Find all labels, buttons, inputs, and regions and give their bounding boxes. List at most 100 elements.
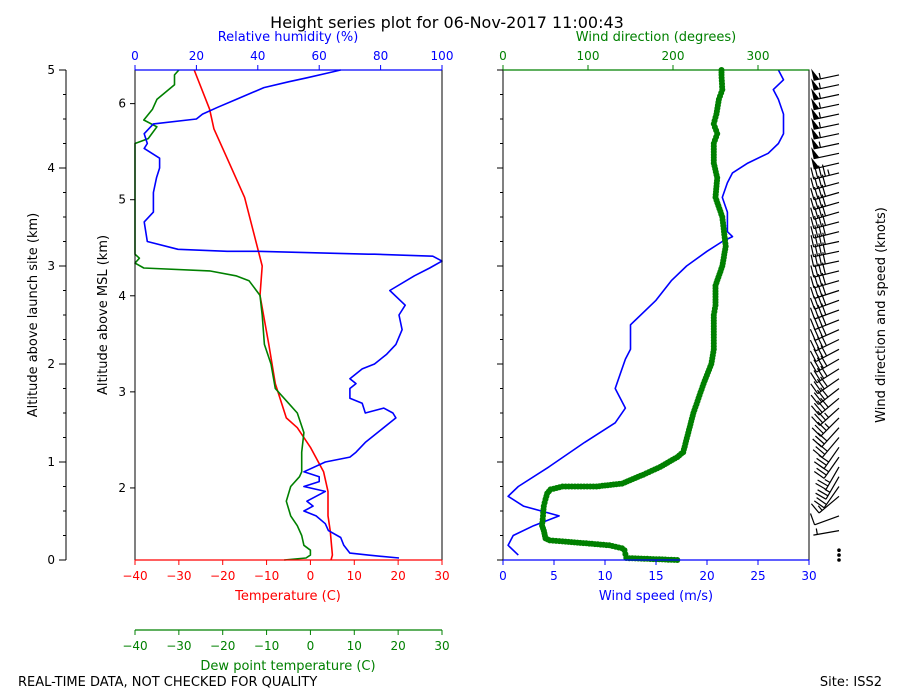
wind-barb-half [824, 478, 831, 484]
wind-barb-full [809, 350, 817, 362]
wind-barb-full [809, 361, 818, 373]
temperature-tick-label: −10 [254, 569, 279, 583]
wind-barb-full [810, 197, 815, 210]
wind-barb-full [816, 378, 825, 390]
wind-barb-flag [811, 137, 820, 149]
wind-barb-flag [811, 88, 820, 100]
wind-barb-staff [814, 329, 840, 341]
wind-barb-half [818, 92, 821, 99]
wind-barb-full [820, 376, 828, 388]
wind-barb-full [813, 348, 821, 360]
wind-barb-half [824, 412, 830, 418]
wind-barb-full [813, 370, 821, 381]
wind-barb [837, 553, 841, 557]
wind-barb-half [818, 72, 821, 80]
wind-direction-series [539, 67, 729, 563]
launch-altitude-tick-label: 4 [47, 161, 55, 175]
wind-barb-full [813, 461, 825, 470]
footer-quality-note: REAL-TIME DATA, NOT CHECKED FOR QUALITY [18, 675, 317, 690]
wind-barb-full [809, 513, 816, 526]
dewpoint-tick-label: −40 [122, 639, 147, 653]
msl-altitude-tick-label: 4 [118, 289, 126, 303]
wind-barb-flag [811, 68, 820, 81]
wind-barb-full [817, 205, 823, 218]
wind-barb-full [816, 367, 825, 379]
wind-barb-calm [837, 553, 841, 557]
humidity-tick-label: 0 [131, 49, 139, 63]
wind-barb-full [813, 392, 823, 403]
wind-barb-full [817, 410, 827, 421]
wind-barb-full [817, 432, 828, 442]
wind-barb-half [818, 112, 821, 119]
dewpoint-tick-label: 20 [391, 639, 406, 653]
wind-barb [810, 272, 840, 289]
wind-barb [811, 147, 840, 160]
wind-barb [810, 283, 840, 300]
humidity-axis-label: Relative humidity (%) [218, 30, 359, 45]
wind-barb-flag [811, 107, 820, 120]
wind-barb-full [814, 215, 819, 228]
humidity-line [143, 69, 443, 559]
wind-barb [812, 427, 840, 448]
launch-altitude-tick-label: 0 [47, 553, 55, 567]
wind-barb [811, 68, 840, 81]
wind-barb [813, 446, 840, 470]
wind-speed-tick-label: 5 [550, 569, 558, 583]
wind-barb-full [810, 276, 815, 289]
launch-altitude-tick-label: 5 [47, 63, 55, 77]
wind-barb [810, 387, 840, 405]
wind-barb-full [810, 177, 815, 190]
wind-barb-half [818, 82, 821, 89]
wind-barb-full [810, 383, 819, 394]
msl-altitude-axis-label: Altitude above MSL (km) [96, 235, 111, 395]
wind-barb [811, 98, 840, 111]
wind-barb-calm [837, 558, 841, 562]
dewpoint-tick-label: 0 [307, 639, 315, 653]
wind-barb-full [810, 226, 815, 239]
wind-barb-full [815, 492, 827, 500]
wind-barb-full [815, 446, 826, 455]
launch-altitude-tick-label: 3 [47, 259, 55, 273]
wind-direction-tick-label: 100 [577, 49, 600, 63]
wind-barb-staff [813, 530, 840, 536]
wind-barb-full [810, 187, 815, 200]
wind-direction-tick-label: 300 [747, 49, 770, 63]
dewpoint-tick-label: 10 [347, 639, 362, 653]
wind-speed-tick-label: 10 [597, 569, 612, 583]
wind-barb [811, 117, 840, 130]
wind-barb-full [821, 223, 826, 236]
temperature-tick-label: 30 [434, 569, 449, 583]
wind-barb [810, 213, 840, 230]
wind-barb-full [809, 339, 817, 352]
wind-barb-full [821, 213, 827, 226]
humidity-tick-label: 100 [431, 49, 454, 63]
wind-barb-full [820, 345, 828, 357]
wind-barb [813, 528, 840, 536]
wind-barb-half [818, 102, 821, 109]
temperature-line [193, 69, 334, 561]
wind-barb [809, 313, 840, 331]
msl-altitude-tick-label: 3 [118, 385, 126, 399]
wind-barb [810, 365, 840, 384]
wind-barb [837, 558, 841, 562]
thermo-plot-frame [134, 69, 443, 561]
wind-barb-full [821, 303, 827, 316]
temperature-axis-label: Temperature (C) [234, 589, 341, 604]
wind-speed-tick-label: 30 [801, 569, 816, 583]
wind-barb-staff [813, 270, 840, 278]
wind-barb [811, 127, 840, 140]
wind-barb [809, 355, 840, 373]
wind-speed-tick-label: 25 [750, 569, 765, 583]
wind-barb [811, 78, 840, 91]
wind-barb-staff [815, 338, 840, 352]
wind-panel: 0 5 10 15 20 25 300 100 200 300 Wind direction (d… [497, 30, 817, 604]
wind-barb [809, 345, 840, 363]
temperature-tick-label: −40 [122, 569, 147, 583]
wind-barb-full [822, 232, 826, 245]
wind-barb-full [813, 381, 822, 392]
wind-barb-flag [811, 157, 820, 169]
wind-barb [809, 324, 840, 341]
wind-barb-full [820, 365, 828, 377]
wind-barb-flag [811, 127, 820, 140]
wind-barb-full [810, 216, 815, 229]
